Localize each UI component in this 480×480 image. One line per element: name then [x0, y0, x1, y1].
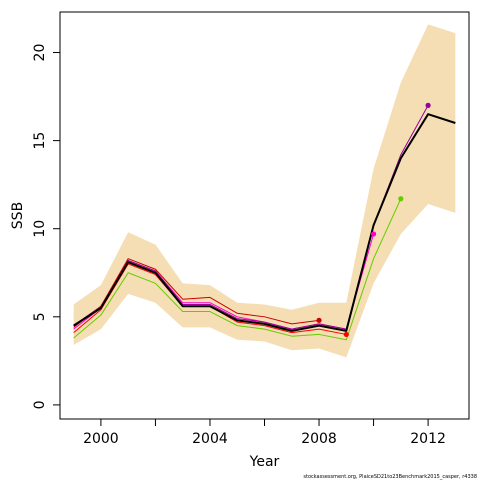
x-tick-label-2008: 2008	[301, 431, 337, 447]
source-footnote: stockassessment.org, PlaiceSD21to23Bench…	[303, 474, 477, 480]
series-lines-layer	[73, 105, 456, 341]
series-line-2	[73, 198, 402, 341]
series-line-6	[73, 258, 320, 328]
x-axis-title: Year	[249, 454, 280, 470]
series-end-point-3	[343, 331, 349, 338]
series-end-point-5	[425, 102, 431, 108]
confidence-band-layer	[73, 24, 456, 358]
series-line-1	[73, 113, 456, 332]
x-tick-label-2004: 2004	[192, 431, 228, 447]
x-tick-label-2012: 2012	[410, 431, 446, 447]
y-tick-label-5: 5	[32, 312, 48, 321]
y-tick-label-20: 20	[32, 44, 48, 62]
series-end-point-4	[370, 231, 377, 237]
y-tick-label-0: 0	[32, 400, 48, 409]
y-axis: 0 5 10 15 20	[32, 44, 60, 409]
confidence-band	[73, 24, 456, 358]
y-tick-label-15: 15	[32, 132, 48, 150]
x-axis: 2000 2004 2008 2012	[83, 419, 446, 447]
x-tick-label-2000: 2000	[83, 431, 119, 447]
series-end-point-6	[316, 317, 322, 323]
y-axis-title: SSB	[10, 202, 26, 229]
series-end-point-2	[398, 196, 404, 202]
series-markers-layer	[316, 102, 431, 338]
y-tick-label-10: 10	[32, 220, 48, 238]
